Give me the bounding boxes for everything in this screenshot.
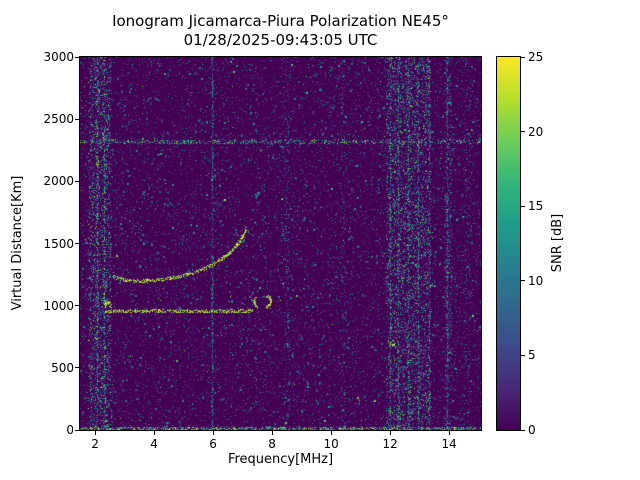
colorbar-tick-label: 25 [528,50,544,64]
colorbar-tick-mark [521,131,525,133]
y-tick-label: 500 [51,360,74,375]
colorbar-tick-label: 15 [528,199,544,214]
y-tick-mark [75,367,79,369]
y-tick-label: 2500 [43,112,74,127]
colorbar-tick-mark [521,354,525,356]
colorbar-tick-label: 10 [528,273,544,288]
x-tick-label: 10 [323,437,339,451]
colorbar-tick-label: 20 [528,124,544,139]
ionogram-heatmap [80,57,481,430]
x-tick-label: 12 [382,437,398,451]
x-tick-mark [94,431,96,435]
y-tick-label: 0 [66,423,74,437]
x-tick-mark [330,431,332,435]
colorbar-tick-label: 5 [528,348,536,363]
y-tick-mark [75,118,79,120]
y-tick-mark [75,243,79,244]
x-tick-mark [389,431,391,435]
y-tick-label: 2000 [43,174,74,189]
x-tick-label: 2 [91,437,99,451]
plot-area [79,56,482,431]
y-tick-mark [75,429,79,431]
x-axis-label: Frequency[MHz] [227,452,334,467]
y-tick-mark [75,56,79,58]
y-tick-label: 1000 [43,298,74,313]
colorbar-tick-mark [521,280,525,282]
x-tick-label: 14 [441,437,457,451]
colorbar-tick-label: 0 [528,423,536,437]
colorbar-tick-mark [521,56,525,58]
colorbar [496,56,521,431]
y-tick-label: 3000 [43,50,74,64]
chart-title: Ionogram Jicamarca-Piura Polarization NE… [112,12,449,30]
y-axis-label: Virtual Distance[Km] [9,175,25,311]
colorbar-label: SNR [dB] [549,213,565,273]
y-tick-label: 1500 [43,236,74,251]
x-tick-mark [153,431,155,435]
x-tick-label: 4 [150,437,158,451]
x-tick-mark [448,431,450,435]
y-tick-mark [75,305,79,307]
colorbar-gradient [497,57,520,430]
x-tick-mark [271,431,273,435]
colorbar-tick-mark [521,429,525,431]
x-tick-label: 8 [268,437,276,451]
colorbar-tick-mark [521,205,525,207]
y-tick-mark [75,180,79,182]
x-tick-mark [212,431,214,435]
x-tick-label: 6 [209,437,217,451]
chart-subtitle: 01/28/2025-09:43:05 UTC [183,31,378,49]
